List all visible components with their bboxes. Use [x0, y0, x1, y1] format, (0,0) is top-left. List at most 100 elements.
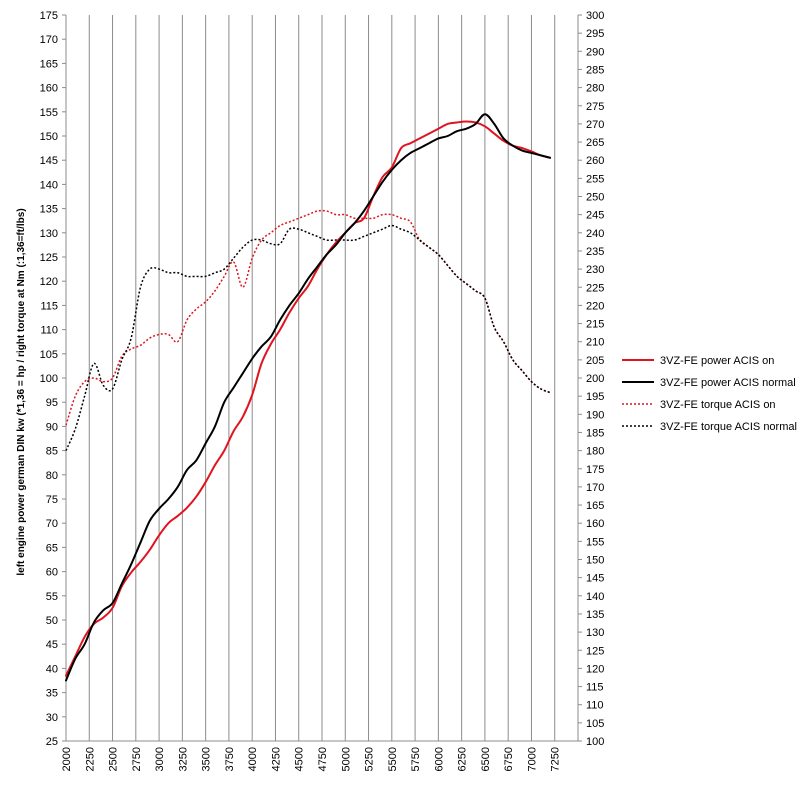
y-left-tick-label: 50 [46, 615, 58, 627]
y-left-tick-label: 125 [40, 252, 58, 264]
series-line-3vz-fe-power-acis-normal [65, 113, 552, 682]
y-left-tick-label: 40 [46, 663, 58, 675]
y-right-tick-label: 230 [586, 264, 604, 276]
y-right-tick-label: 110 [586, 700, 604, 712]
vertical-gridlines [65, 15, 579, 741]
x-tick-label: 3250 [177, 747, 189, 771]
y-left-tick-label: 160 [40, 83, 58, 95]
x-tick-label: 4750 [317, 747, 329, 771]
x-tick-label: 2250 [84, 747, 96, 771]
y-right-tick-label: 295 [586, 28, 604, 40]
y-axis-title: left engine power german DIN kw (*1,36 =… [16, 208, 27, 575]
x-tick-label: 4000 [247, 747, 259, 771]
y-right-tick-label: 300 [586, 10, 604, 22]
y-left-tick-label: 95 [46, 397, 58, 409]
x-tick-label: 5750 [410, 747, 422, 771]
y-right-tick-label: 245 [586, 210, 604, 222]
y-right-tick-label: 220 [586, 300, 604, 312]
x-tick-label: 6250 [457, 747, 469, 771]
series-line-3vz-fe-torque-acis-normal [65, 224, 551, 451]
legend: 3VZ-FE power ACIS on 3VZ-FE power ACIS no… [622, 355, 797, 433]
x-tick-label: 7000 [526, 747, 538, 771]
y-left-tick-label: 30 [46, 712, 58, 724]
y-left-tick-label: 135 [40, 204, 58, 216]
y-right-tick-label: 250 [586, 192, 604, 204]
y-right-tick-label: 165 [586, 500, 604, 512]
y-left-tick-label: 155 [40, 107, 58, 119]
y-left-tick-label: 85 [46, 446, 58, 458]
y-right-tick-label: 210 [586, 337, 604, 349]
y-right-tick-label: 120 [586, 663, 604, 675]
y-right-tick-label: 170 [586, 482, 604, 494]
y-right-tick-label: 240 [586, 228, 604, 240]
y-right-tick-label: 125 [586, 645, 604, 657]
y-left-tick-label: 130 [40, 228, 58, 240]
x-tick-label: 3500 [201, 747, 213, 771]
y-right-tick-label: 180 [586, 446, 604, 458]
y-right-tick-label: 260 [586, 155, 604, 167]
x-tick-label: 2750 [131, 747, 143, 771]
y-left-tick-label: 55 [46, 591, 58, 603]
y-right-tick-label: 225 [586, 282, 604, 294]
y-left-tick-label: 150 [40, 131, 58, 143]
y-right-tick-label: 160 [586, 518, 604, 530]
y-left-tick-label: 60 [46, 567, 58, 579]
y-left-tick-label: 75 [46, 494, 58, 506]
x-tick-label: 2500 [108, 747, 120, 771]
y-left-tick-label: 105 [40, 349, 58, 361]
y-right-tick-label: 155 [586, 536, 604, 548]
y-right-tick-label: 190 [586, 409, 604, 421]
y-left-tick-label: 80 [46, 470, 58, 482]
x-tick-label: 4500 [294, 747, 306, 771]
y-left-tick-label: 115 [40, 300, 58, 312]
series-line-3vz-fe-torque-acis-on [65, 209, 551, 426]
y-right-tick-label: 145 [586, 573, 604, 585]
y-left-tick-label: 170 [40, 34, 58, 46]
y-right-tick-label: 140 [586, 591, 604, 603]
y-right-tick-label: 255 [586, 173, 604, 185]
y-right-tick-label: 100 [586, 736, 604, 748]
y-left-tick-label: 45 [46, 639, 58, 651]
y-right-tick-label: 285 [586, 64, 604, 76]
y-right-tick-label: 185 [586, 427, 604, 439]
y-left-tick-label: 70 [46, 518, 58, 530]
y-left-tick-label: 145 [40, 155, 58, 167]
x-tick-label: 2000 [61, 747, 73, 771]
y-right-tick-label: 215 [586, 319, 604, 331]
y-right-tick-label: 135 [586, 609, 604, 621]
y-right-tick-label: 290 [586, 46, 604, 58]
y-right-tick-label: 115 [586, 682, 604, 694]
y-left-tick-label: 110 [40, 325, 58, 337]
y-right-tick-label: 105 [586, 718, 604, 730]
y-right-tick-label: 175 [586, 464, 604, 476]
legend-entry: 3VZ-FE power ACIS on [660, 355, 774, 367]
y-right-tick-label: 265 [586, 137, 604, 149]
legend-entry: 3VZ-FE power ACIS normal [660, 377, 796, 389]
y-left-tick-label: 120 [40, 276, 58, 288]
y-right-tick-label: 280 [586, 83, 604, 95]
x-tick-label: 5000 [340, 747, 352, 771]
y-right-tick-label: 270 [586, 119, 604, 131]
y-right-tick-label: 205 [586, 355, 604, 367]
x-tick-label: 3750 [224, 747, 236, 771]
y-right-tick-label: 195 [586, 391, 604, 403]
y-left-tick-label: 35 [46, 688, 58, 700]
y-left-tick-label: 165 [40, 58, 58, 70]
x-tick-label: 6000 [433, 747, 445, 771]
x-tick-label: 6500 [480, 747, 492, 771]
series-line-3vz-fe-power-acis-on [65, 120, 552, 677]
y-right-tick-label: 150 [586, 555, 604, 567]
series-lines [65, 113, 552, 682]
y-right-tick-label: 275 [586, 101, 604, 113]
x-tick-label: 5250 [364, 747, 376, 771]
y-left-tick-label: 65 [46, 542, 58, 554]
y-left-tick-label: 175 [40, 10, 58, 22]
y-right-tick-label: 235 [586, 246, 604, 258]
y-left-tick-label: 25 [46, 736, 58, 748]
legend-entry: 3VZ-FE torque ACIS on [660, 399, 776, 411]
legend-entry: 3VZ-FE torque ACIS normal [660, 421, 797, 433]
x-tick-label: 6750 [503, 747, 515, 771]
y-left-tick-label: 100 [40, 373, 58, 385]
axes: 2000 2250 2500 2750 3000 3250 3500 3750 4000 4250… [40, 10, 605, 771]
